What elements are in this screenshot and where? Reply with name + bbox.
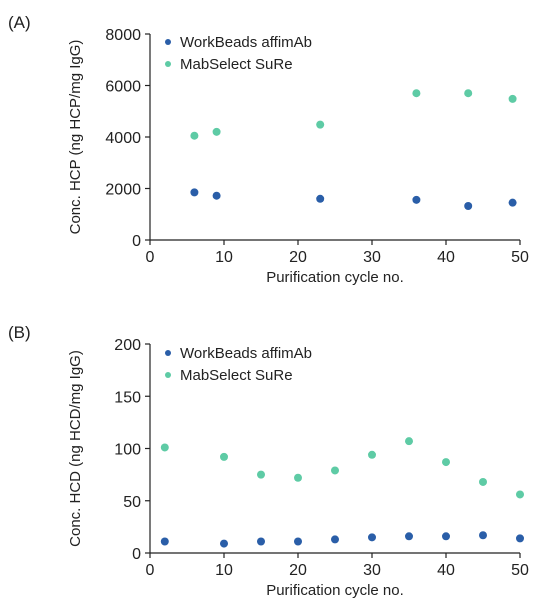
legend-marker (165, 350, 171, 356)
data-point (508, 94, 517, 103)
x-axis-title: Purification cycle no. (266, 582, 404, 599)
x-tick-label: 20 (289, 562, 307, 579)
data-point (368, 450, 376, 459)
data-point (257, 537, 265, 546)
data-point (257, 470, 265, 479)
data-point (412, 89, 421, 98)
data-point (220, 452, 228, 461)
data-point (516, 490, 524, 499)
y-tick-label: 4000 (105, 130, 141, 147)
data-point (331, 535, 339, 544)
x-tick-label: 40 (437, 249, 455, 266)
y-axis-title: Conc. HCP (ng HCP/mg IgG) (67, 40, 84, 235)
data-point (368, 533, 376, 542)
data-point (405, 532, 413, 541)
data-point (508, 198, 517, 207)
data-point (331, 466, 339, 475)
data-point (516, 534, 524, 543)
x-tick-label: 40 (437, 562, 455, 579)
x-tick-label: 10 (215, 562, 233, 579)
data-point (464, 202, 473, 211)
x-tick-label: 0 (146, 249, 155, 266)
x-tick-label: 50 (511, 249, 529, 266)
x-tick-label: 30 (363, 562, 381, 579)
data-point (405, 437, 413, 446)
data-point (412, 195, 421, 204)
legend-label: WorkBeads affimAb (180, 345, 312, 362)
legend-label: WorkBeads affimAb (180, 34, 312, 51)
data-point (160, 443, 169, 452)
data-point (479, 531, 487, 540)
data-point (316, 120, 325, 129)
x-axis-title: Purification cycle no. (266, 269, 404, 286)
data-point (316, 194, 325, 203)
y-tick-label: 6000 (105, 79, 141, 96)
data-point (464, 89, 473, 98)
data-point (212, 191, 221, 200)
legend-marker (165, 61, 171, 67)
data-point (294, 537, 302, 546)
x-tick-label: 0 (146, 562, 155, 579)
data-point (442, 458, 450, 467)
y-tick-label: 0 (132, 233, 141, 250)
data-point (442, 532, 450, 541)
x-tick-label: 10 (215, 249, 233, 266)
y-tick-label: 100 (114, 442, 141, 459)
data-point (190, 188, 199, 197)
data-point (212, 127, 221, 136)
y-tick-label: 200 (114, 337, 141, 354)
panel-label: (A) (8, 13, 31, 32)
y-tick-label: 8000 (105, 27, 141, 44)
x-tick-label: 30 (363, 249, 381, 266)
data-point (220, 539, 228, 548)
x-tick-label: 20 (289, 249, 307, 266)
data-point (294, 473, 302, 482)
y-tick-label: 50 (123, 494, 141, 511)
data-point (160, 537, 169, 546)
legend-label: MabSelect SuRe (180, 56, 293, 73)
legend-marker (165, 372, 171, 378)
y-tick-label: 0 (132, 546, 141, 563)
y-tick-label: 2000 (105, 182, 141, 199)
y-axis-title: Conc. HCD (ng HCD/mg IgG) (67, 350, 84, 547)
legend-marker (165, 39, 171, 45)
data-point (479, 477, 487, 486)
x-tick-label: 50 (511, 562, 529, 579)
y-tick-label: 150 (114, 389, 141, 406)
legend-label: MabSelect SuRe (180, 367, 293, 384)
panel-label: (B) (8, 323, 31, 342)
data-point (190, 131, 199, 140)
